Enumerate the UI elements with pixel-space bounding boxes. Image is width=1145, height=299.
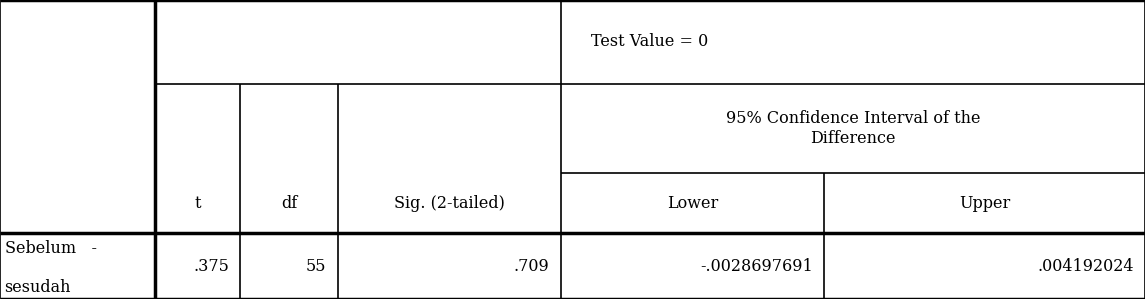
- Text: t: t: [195, 195, 200, 212]
- Text: df: df: [281, 195, 298, 212]
- Text: 95% Confidence Interval of the
Difference: 95% Confidence Interval of the Differenc…: [726, 110, 980, 147]
- Text: .004192024: .004192024: [1037, 258, 1134, 274]
- Text: 55: 55: [306, 258, 326, 274]
- Text: Lower: Lower: [668, 195, 718, 212]
- Text: .709: .709: [514, 258, 550, 274]
- Text: sesudah: sesudah: [5, 279, 71, 295]
- Text: Sebelum   -: Sebelum -: [5, 240, 96, 257]
- Text: -.0028697691: -.0028697691: [701, 258, 813, 274]
- Text: Sig. (2-tailed): Sig. (2-tailed): [394, 195, 505, 212]
- Text: .375: .375: [194, 258, 229, 274]
- Text: Upper: Upper: [960, 195, 1010, 212]
- Text: Test Value = 0: Test Value = 0: [591, 33, 709, 50]
